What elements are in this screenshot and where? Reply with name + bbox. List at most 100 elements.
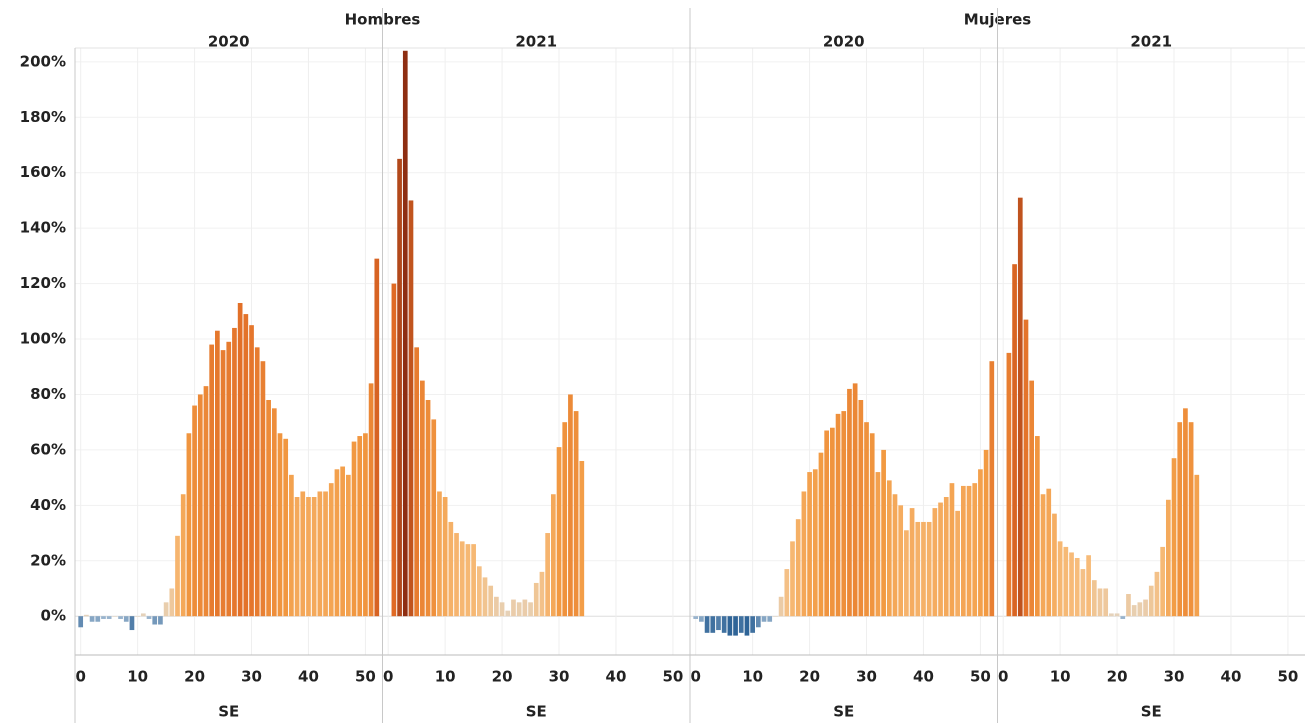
bar: [283, 438, 289, 617]
bar: [334, 469, 340, 617]
x-tick-label: 0: [75, 668, 85, 686]
bar: [516, 602, 522, 617]
bar: [505, 610, 511, 617]
bar: [824, 430, 830, 617]
x-tick-label: 10: [127, 668, 148, 686]
bar: [881, 449, 886, 617]
bar: [300, 491, 306, 617]
y-tick-label: 80%: [30, 385, 66, 403]
bar: [175, 535, 180, 617]
bar: [556, 447, 562, 617]
bar: [186, 433, 192, 617]
bar: [1188, 422, 1194, 617]
bar: [220, 350, 226, 617]
bar: [528, 602, 533, 617]
bar: [84, 614, 89, 617]
bar: [243, 314, 249, 617]
bar: [437, 491, 442, 617]
bar: [448, 521, 454, 617]
bar: [960, 485, 966, 617]
bar: [323, 491, 328, 617]
bar: [397, 158, 402, 617]
bar: [414, 347, 420, 617]
bar: [135, 616, 140, 617]
bar: [966, 485, 972, 617]
bar: [454, 533, 459, 617]
bar: [830, 427, 835, 617]
bar: [568, 394, 573, 617]
panel-title: 2020: [823, 33, 865, 51]
bar: [932, 508, 938, 617]
bar: [266, 400, 271, 617]
bar: [197, 394, 203, 617]
bar: [192, 405, 197, 617]
bar: [699, 616, 704, 622]
x-tick-label: 40: [606, 668, 627, 686]
bar: [1154, 571, 1160, 617]
bar: [847, 388, 852, 617]
bar: [431, 419, 437, 617]
bar: [978, 469, 983, 617]
bar: [289, 474, 294, 617]
bar: [898, 505, 904, 617]
bar: [1080, 569, 1086, 617]
bar: [818, 452, 824, 617]
bar: [1177, 422, 1183, 617]
bar: [106, 616, 112, 619]
bar: [408, 200, 414, 617]
x-tick-label: 40: [913, 668, 934, 686]
bar: [1148, 585, 1154, 617]
bar: [494, 596, 499, 617]
y-tick-label: 200%: [20, 52, 66, 70]
bar: [1194, 474, 1200, 617]
bar: [915, 521, 921, 617]
bar: [459, 541, 465, 617]
bar: [476, 566, 482, 617]
bar: [465, 544, 471, 617]
x-tick-label: 30: [1164, 668, 1185, 686]
bar: [801, 491, 807, 617]
bar: [277, 433, 283, 617]
bar: [1046, 488, 1052, 617]
panel-title: 2021: [515, 33, 557, 51]
bar: [733, 616, 738, 636]
bar: [858, 400, 864, 617]
bar: [864, 422, 869, 617]
x-axis-title: SE: [833, 703, 854, 721]
x-tick-label: 20: [492, 668, 513, 686]
bar: [482, 577, 488, 617]
x-tick-label: 50: [662, 668, 683, 686]
bar: [306, 497, 311, 617]
x-tick-label: 40: [298, 668, 319, 686]
x-tick-label: 10: [742, 668, 763, 686]
x-tick-label: 0: [690, 668, 700, 686]
bar: [180, 494, 186, 617]
bar: [425, 400, 431, 617]
x-tick-label: 10: [1050, 668, 1071, 686]
bar: [767, 616, 773, 622]
bar: [721, 616, 727, 633]
y-tick-label: 40%: [30, 496, 66, 514]
bar: [989, 361, 995, 617]
bar: [1057, 541, 1063, 617]
bar: [943, 497, 949, 617]
bar: [755, 616, 761, 628]
bar: [710, 616, 716, 633]
bar: [1120, 616, 1126, 619]
bar: [112, 616, 118, 617]
bar: [812, 469, 818, 617]
bar: [420, 380, 425, 617]
x-tick-label: 0: [998, 668, 1008, 686]
bar: [1137, 602, 1143, 617]
bar: [1126, 594, 1131, 617]
bar: [904, 530, 909, 617]
bar: [226, 341, 232, 617]
bar: [1171, 458, 1177, 617]
y-tick-label: 100%: [20, 330, 66, 348]
bar: [78, 616, 84, 628]
bar: [237, 302, 243, 617]
y-tick-label: 20%: [30, 551, 66, 569]
bar: [351, 441, 357, 617]
bar: [271, 408, 277, 617]
